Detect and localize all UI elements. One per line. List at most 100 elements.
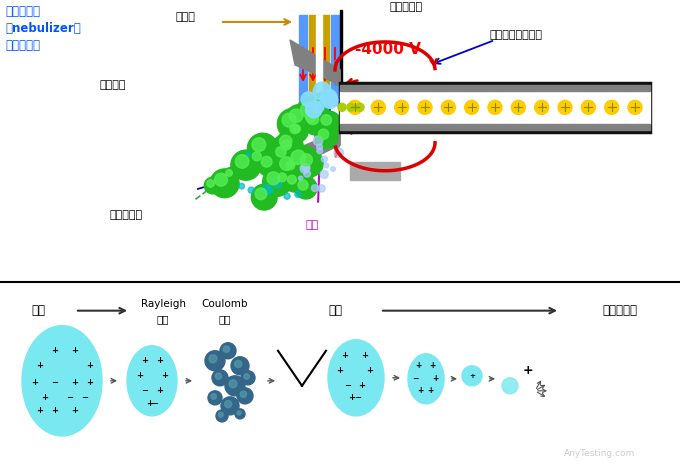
Text: +: + (469, 373, 475, 379)
Circle shape (266, 187, 273, 194)
Bar (331, 15, 339, 105)
Circle shape (356, 103, 364, 111)
Circle shape (272, 143, 295, 166)
Circle shape (225, 376, 245, 396)
Polygon shape (290, 130, 340, 170)
Text: +: + (37, 406, 44, 415)
Circle shape (318, 185, 325, 192)
Text: −: − (52, 378, 58, 387)
Text: 雾化气: 雾化气 (175, 12, 195, 22)
Polygon shape (335, 60, 340, 85)
Circle shape (285, 104, 315, 134)
Circle shape (235, 360, 242, 368)
Text: +: + (37, 361, 44, 370)
Ellipse shape (127, 346, 177, 416)
Circle shape (240, 391, 247, 397)
Text: Rayleigh: Rayleigh (141, 299, 186, 308)
Circle shape (441, 100, 456, 114)
Circle shape (301, 92, 316, 107)
Circle shape (295, 191, 301, 198)
Circle shape (255, 188, 267, 200)
Circle shape (418, 100, 432, 114)
Circle shape (220, 343, 236, 359)
Circle shape (334, 148, 343, 158)
Circle shape (252, 138, 266, 151)
Circle shape (298, 180, 308, 190)
Text: 电喷雾离子: 电喷雾离子 (390, 2, 423, 12)
Text: −: − (412, 374, 418, 384)
Polygon shape (290, 40, 340, 85)
Text: +: + (341, 351, 348, 360)
Text: 蒸发: 蒸发 (31, 304, 45, 317)
Text: +: + (71, 346, 78, 355)
Circle shape (303, 109, 329, 135)
Polygon shape (350, 162, 400, 180)
Text: 极限: 极限 (157, 314, 169, 324)
Circle shape (275, 147, 286, 157)
Bar (340, 91, 650, 124)
Circle shape (275, 152, 305, 183)
Circle shape (288, 175, 296, 184)
Circle shape (511, 100, 526, 114)
Bar (340, 124, 650, 130)
Circle shape (305, 112, 316, 123)
Bar (340, 85, 650, 91)
Text: +: + (31, 378, 39, 387)
Circle shape (464, 100, 479, 114)
Circle shape (462, 366, 482, 386)
Circle shape (348, 100, 362, 114)
Text: +: + (162, 371, 169, 380)
Text: 加热的氮气干燥气: 加热的氮气干燥气 (490, 30, 543, 40)
Text: 毛细管入口: 毛细管入口 (110, 210, 143, 219)
Circle shape (278, 173, 287, 182)
Circle shape (273, 180, 282, 188)
Circle shape (290, 109, 303, 123)
Circle shape (324, 163, 328, 168)
Circle shape (628, 100, 642, 114)
Circle shape (488, 100, 502, 114)
Circle shape (299, 176, 303, 180)
Circle shape (252, 152, 261, 161)
Circle shape (318, 129, 328, 139)
Circle shape (305, 102, 322, 118)
Circle shape (248, 133, 278, 164)
Circle shape (296, 150, 323, 177)
Circle shape (304, 171, 311, 177)
Circle shape (313, 136, 323, 145)
Circle shape (235, 155, 249, 168)
Circle shape (315, 126, 338, 149)
Circle shape (205, 351, 225, 371)
Text: +: + (523, 364, 533, 377)
Circle shape (502, 378, 518, 394)
Text: +: + (358, 381, 366, 391)
Circle shape (237, 388, 253, 404)
Circle shape (307, 113, 319, 125)
Circle shape (286, 145, 318, 178)
Circle shape (231, 357, 249, 375)
Circle shape (215, 173, 228, 186)
Text: +: + (337, 366, 343, 375)
Circle shape (246, 152, 250, 156)
Circle shape (216, 410, 228, 422)
Circle shape (252, 184, 277, 210)
Bar (316, 15, 322, 100)
Circle shape (581, 100, 595, 114)
Circle shape (224, 400, 232, 408)
Ellipse shape (328, 340, 384, 416)
Circle shape (313, 102, 324, 113)
Text: +: + (432, 374, 438, 384)
Text: −: − (82, 393, 88, 402)
Circle shape (291, 150, 305, 164)
Circle shape (278, 137, 301, 159)
Text: 被分析离子: 被分析离子 (602, 304, 638, 317)
Circle shape (224, 167, 238, 182)
Circle shape (314, 96, 322, 105)
Text: +: + (86, 378, 94, 387)
Text: AnyTesting.com: AnyTesting.com (564, 450, 636, 459)
Circle shape (294, 177, 317, 199)
Text: +: + (367, 366, 373, 375)
Circle shape (261, 156, 272, 167)
Text: 蒸发: 蒸发 (328, 304, 342, 317)
Circle shape (210, 169, 239, 198)
Text: +: + (146, 399, 154, 408)
